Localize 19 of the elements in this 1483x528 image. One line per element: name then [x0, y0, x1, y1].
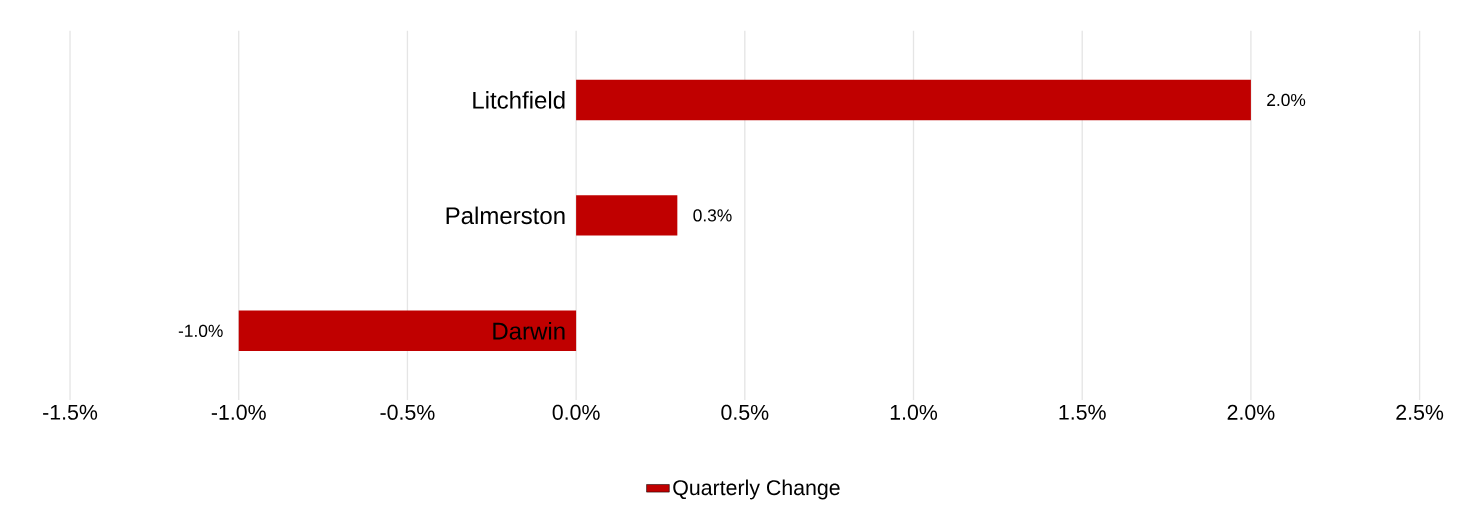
bar [238, 310, 577, 351]
x-tick-label: -1.0% [211, 404, 266, 420]
legend-label: Quarterly Change [673, 479, 840, 500]
x-tick-label: 1.5% [1059, 404, 1106, 420]
data-label: 2.0% [1267, 93, 1306, 107]
x-tick-label: 0.5% [721, 404, 769, 420]
x-tick-label: 2.5% [1396, 404, 1444, 420]
data-label: -1.0% [178, 324, 223, 337]
bar [576, 195, 678, 236]
bar [576, 79, 1251, 121]
y-tick-label: Palmerston [446, 206, 565, 225]
data-label: 0.3% [693, 209, 732, 222]
y-tick-label: Darwin [493, 321, 565, 340]
x-tick-label: -1.5% [43, 404, 98, 420]
x-tick-label: 0.0% [552, 404, 600, 420]
x-tick-label: -0.5% [380, 404, 435, 420]
y-tick-label: Litchfield [473, 91, 565, 109]
x-tick-label: 1.0% [890, 404, 938, 420]
x-tick-label: 2.0% [1227, 404, 1275, 420]
